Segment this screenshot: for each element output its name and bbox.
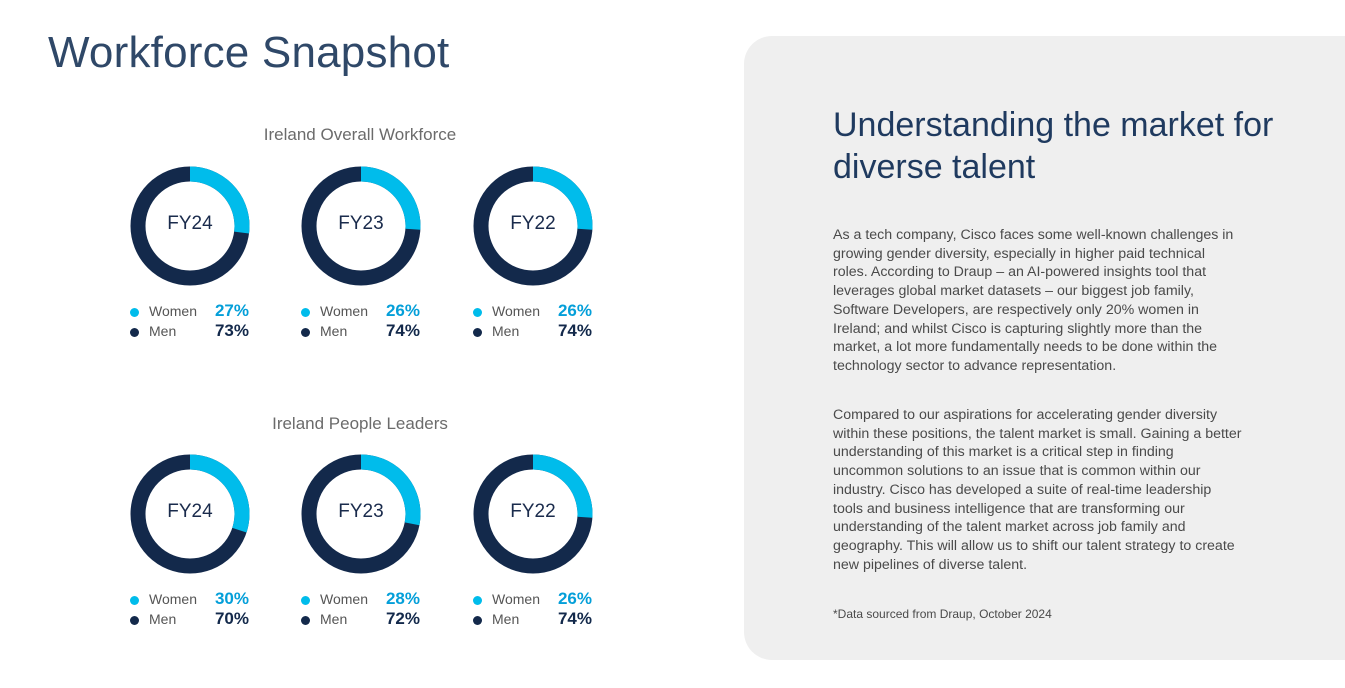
legend: Women 26% Men 74% [300,301,425,343]
women-dot-icon [130,308,139,317]
legend-men-label: Men [320,323,348,339]
men-dot-icon [473,616,482,625]
men-dot-icon [301,328,310,337]
legend-women: Women 26% [472,301,597,323]
legend-men-value: 72% [385,609,420,628]
legend-women-label: Women [492,303,540,319]
legend: Women 30% Men 70% [129,589,254,631]
legend-women-value: 26% [557,589,592,608]
donut-chart [130,166,250,286]
panel-paragraph-2: Compared to our aspirations for accelera… [833,407,1242,573]
donut-chart [301,166,421,286]
donut-year-label: FY22 [510,213,556,234]
legend-women-label: Women [149,303,197,319]
men-dot-icon [130,616,139,625]
legend-women: Women 30% [129,589,254,611]
women-dot-icon [473,596,482,605]
legend-men: Men 73% [129,321,254,343]
legend-women-label: Women [492,591,540,607]
legend-women-value: 26% [557,301,592,320]
legend-men-label: Men [149,611,177,627]
donut-slice-women [130,166,250,286]
women-dot-icon [130,596,139,605]
donut-slice-women [473,454,593,574]
legend-men: Men 74% [300,321,425,343]
women-dot-icon [473,308,482,317]
men-dot-icon [130,328,139,337]
panel-heading: Understanding the market for diverse tal… [833,106,1274,186]
legend-women-value: 26% [385,301,420,320]
legend-men: Men 72% [300,609,425,631]
legend-women-value: 27% [214,301,249,320]
legend-men-value: 73% [214,321,249,340]
legend: Women 27% Men 73% [129,301,254,343]
legend-men-label: Men [492,323,520,339]
donut-year-label: FY22 [510,501,556,522]
women-dot-icon [301,596,310,605]
donut-year-label: FY24 [167,501,213,522]
legend-women-label: Women [320,303,368,319]
panel-footnote: *Data sourced from Draup, October 2024 [833,607,1052,621]
legend-men-label: Men [492,611,520,627]
men-dot-icon [301,616,310,625]
legend-men-label: Men [320,611,348,627]
people-leaders-title: Ireland People Leaders [272,414,448,433]
market-panel: Understanding the market for diverse tal… [744,36,1345,660]
legend-women: Women 27% [129,301,254,323]
donut-slice-women [301,166,421,286]
legend: Women 26% Men 74% [472,301,597,343]
legend-women-value: 28% [385,589,420,608]
legend-women: Women 26% [300,301,425,323]
women-dot-icon [301,308,310,317]
legend-women: Women 28% [300,589,425,611]
donut-slice-women [301,454,421,574]
donut-slice-women [130,454,250,574]
panel-paragraph-1: As a tech company, Cisco faces some well… [833,227,1234,374]
legend-women-label: Women [320,591,368,607]
legend-men-value: 74% [385,321,420,340]
men-dot-icon [473,328,482,337]
legend: Women 28% Men 72% [300,589,425,631]
legend-men-value: 74% [557,609,592,628]
legend-men-label: Men [149,323,177,339]
legend-men: Men 74% [472,321,597,343]
legend-men-value: 74% [557,321,592,340]
legend-men: Men 74% [472,609,597,631]
donut-year-label: FY23 [338,501,384,522]
legend-men-value: 70% [214,609,249,628]
donut-year-label: FY24 [167,213,213,234]
overall-workforce-title: Ireland Overall Workforce [263,125,457,144]
donut-chart [473,454,593,574]
legend: Women 26% Men 74% [472,589,597,631]
donut-chart [301,454,421,574]
legend-women-label: Women [149,591,197,607]
donut-chart [130,454,250,574]
donut-slice-women [473,166,593,286]
donut-year-label: FY23 [338,213,384,234]
legend-men: Men 70% [129,609,254,631]
page-title: Workforce Snapshot [48,28,450,77]
legend-women: Women 26% [472,589,597,611]
donut-chart [473,166,593,286]
legend-women-value: 30% [214,589,249,608]
